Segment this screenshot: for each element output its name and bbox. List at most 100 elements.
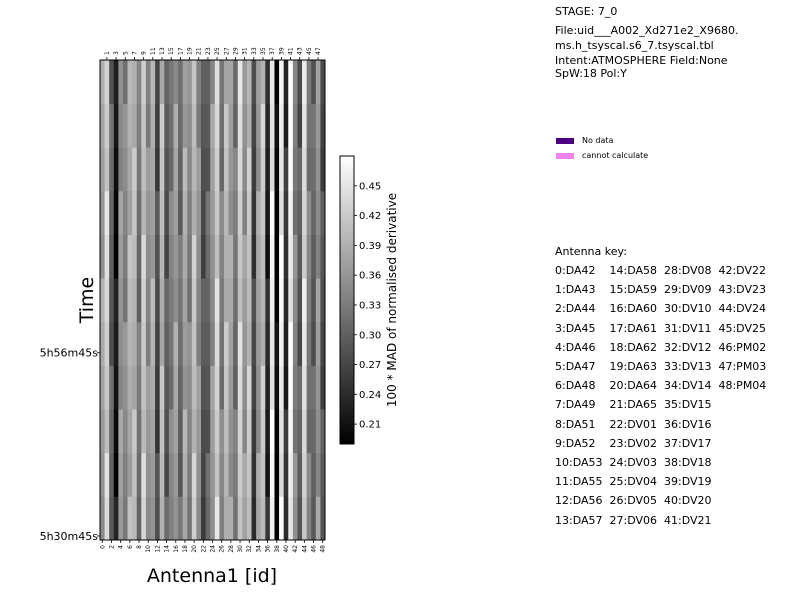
heatmap-cell xyxy=(127,103,133,148)
heatmap-cell xyxy=(242,190,248,235)
heatmap-cell xyxy=(118,278,124,323)
heatmap-cell xyxy=(260,278,266,323)
heatmap-cell xyxy=(155,147,161,192)
x-tick-label-top: 3 xyxy=(113,51,120,55)
heatmap-cell xyxy=(251,409,257,454)
heatmap-cell xyxy=(269,103,275,148)
heatmap-cell xyxy=(132,278,138,323)
heatmap-cell xyxy=(283,234,289,279)
heatmap-cell xyxy=(201,452,207,497)
heatmap-cell xyxy=(283,278,289,323)
heatmap-cell xyxy=(265,60,271,105)
heatmap-cell xyxy=(223,278,229,323)
colorbar-tick-label: 0.21 xyxy=(359,420,381,431)
heatmap-cell xyxy=(196,321,202,366)
colorbar-ticks: 0.21 0.24 0.27 0.30 0.33 0.36 0.39 0.42 0.45 xyxy=(354,181,381,431)
heatmap-cell xyxy=(288,409,294,454)
heatmap-cell xyxy=(265,409,271,454)
heatmap-cell xyxy=(159,409,165,454)
heatmap-cell xyxy=(237,278,243,323)
heatmap-cell xyxy=(109,60,115,105)
heatmap-cell xyxy=(136,409,142,454)
heatmap-cell xyxy=(191,147,197,192)
heatmap-cell xyxy=(191,60,197,105)
heatmap-cell xyxy=(104,452,110,497)
heatmap-cell xyxy=(145,190,151,235)
heatmap-cell xyxy=(256,234,262,279)
antenna-key-row: 11:DA55 25:DV04 39:DV19 xyxy=(555,475,712,489)
heatmap-cell xyxy=(223,147,229,192)
heatmap-cell xyxy=(311,496,317,541)
file-text-line2: ms.h_tsyscal.s6_7.tsyscal.tbl xyxy=(555,39,714,52)
heatmap-cell xyxy=(168,103,174,148)
heatmap-cell xyxy=(201,496,207,541)
heatmap-cell xyxy=(242,452,248,497)
y-tick-label: 5h56m45s xyxy=(40,347,99,360)
heatmap-cell xyxy=(122,409,128,454)
heatmap-cell xyxy=(178,234,184,279)
heatmap-cell xyxy=(279,365,285,410)
heatmap-cell xyxy=(196,103,202,148)
stage-text: STAGE: 7_0 xyxy=(555,5,618,18)
x-tick-label-top: 19 xyxy=(187,47,194,55)
heatmap-cell xyxy=(288,147,294,192)
heatmap-cell xyxy=(288,60,294,105)
heatmap-cell xyxy=(274,278,280,323)
antenna-key-row: 10:DA53 24:DV03 38:DV18 xyxy=(555,456,712,469)
x-tick-label-top: 15 xyxy=(168,47,175,55)
x-tick-label-top: 1 xyxy=(104,51,111,55)
heatmap-cell xyxy=(173,190,179,235)
heatmap-cell xyxy=(315,103,321,148)
heatmap-cell xyxy=(127,496,133,541)
heatmap-cell xyxy=(104,103,110,148)
heatmap-cell xyxy=(288,321,294,366)
heatmap-cell xyxy=(274,190,280,235)
heatmap-cell xyxy=(136,147,142,192)
heatmap-cell xyxy=(118,409,124,454)
x-tick-label-top: 31 xyxy=(242,47,249,55)
heatmap-cell xyxy=(113,365,119,410)
heatmap-cell xyxy=(233,278,239,323)
heatmap-cell xyxy=(256,278,262,323)
x-tick-label-top: 43 xyxy=(297,47,304,55)
heatmap-cell xyxy=(145,103,151,148)
heatmap-cell xyxy=(288,452,294,497)
heatmap-cell xyxy=(132,234,138,279)
x-tick-label-bottom: 2 xyxy=(108,545,115,549)
heatmap-cell xyxy=(127,190,133,235)
heatmap-cell xyxy=(100,103,105,148)
heatmap-cell xyxy=(136,321,142,366)
x-tick-label-bottom: 48 xyxy=(320,545,327,553)
heatmap-cell xyxy=(237,321,243,366)
x-tick-label-top: 27 xyxy=(223,47,230,55)
heatmap-cell xyxy=(233,147,239,192)
heatmap-cell xyxy=(127,147,133,192)
heatmap-cell xyxy=(141,60,147,105)
heatmap-cell xyxy=(136,278,142,323)
heatmap-cell xyxy=(191,496,197,541)
heatmap-cell xyxy=(260,190,266,235)
heatmap-cell xyxy=(178,496,184,541)
heatmap-cell xyxy=(173,60,179,105)
heatmap-cell xyxy=(210,278,216,323)
heatmap-cell xyxy=(159,147,165,192)
heatmap-cell xyxy=(145,409,151,454)
heatmap-cell xyxy=(223,103,229,148)
heatmap-cell xyxy=(297,147,303,192)
heatmap-cell xyxy=(214,321,220,366)
x-ticks-bottom: 0 2 4 6 8 10 12 14 16 18 20 22 24 26 28 30 32 34 36 38 40 42 4… xyxy=(99,540,327,553)
heatmap-cell xyxy=(228,60,234,105)
antenna-key-row: 4:DA46 18:DA62 32:DV12 46:PM02 xyxy=(555,340,767,354)
heatmap-cell xyxy=(104,234,110,279)
heatmap-cell xyxy=(223,452,229,497)
heatmap-cell xyxy=(159,103,165,148)
heatmap-cell xyxy=(274,496,280,541)
colorbar-tick-label: 0.30 xyxy=(359,330,381,341)
legend-label-cannot-calculate: cannot calculate xyxy=(582,151,649,160)
heatmap-cell xyxy=(127,365,133,410)
heatmap-cell xyxy=(182,60,188,105)
x-tick-label-bottom: 22 xyxy=(200,545,207,553)
heatmap-cell xyxy=(228,147,234,192)
heatmap-cell xyxy=(191,365,197,410)
heatmap-cell xyxy=(260,234,266,279)
